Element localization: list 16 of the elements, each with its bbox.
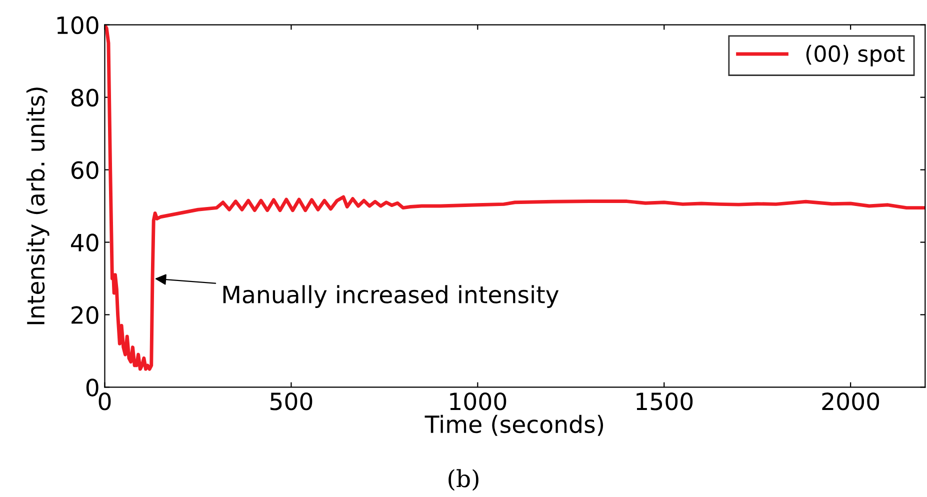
x-tick-label: 0 bbox=[98, 392, 111, 410]
x-axis-title: Time (seconds) bbox=[424, 414, 604, 436]
annotation: Manually increased intensity bbox=[223, 285, 559, 308]
legend-label: (00) spot bbox=[806, 44, 905, 66]
y-tick-label: 100 bbox=[57, 16, 98, 34]
y-tick-label: 20 bbox=[72, 306, 98, 324]
y-tick-label: 60 bbox=[71, 161, 98, 180]
y-axis-title: Intensity (arb. units) bbox=[26, 88, 50, 324]
text: (b) bbox=[448, 469, 478, 491]
x-tick-label: 1500 bbox=[636, 392, 693, 410]
x-tick-label: 1000 bbox=[450, 392, 506, 410]
x-tick-label: 500 bbox=[270, 392, 312, 410]
y-tick-label: 0 bbox=[86, 378, 98, 396]
y-tick-label: 80 bbox=[71, 88, 98, 107]
y-tick-label: 40 bbox=[71, 234, 98, 252]
x-tick-label: 2000 bbox=[822, 392, 880, 410]
